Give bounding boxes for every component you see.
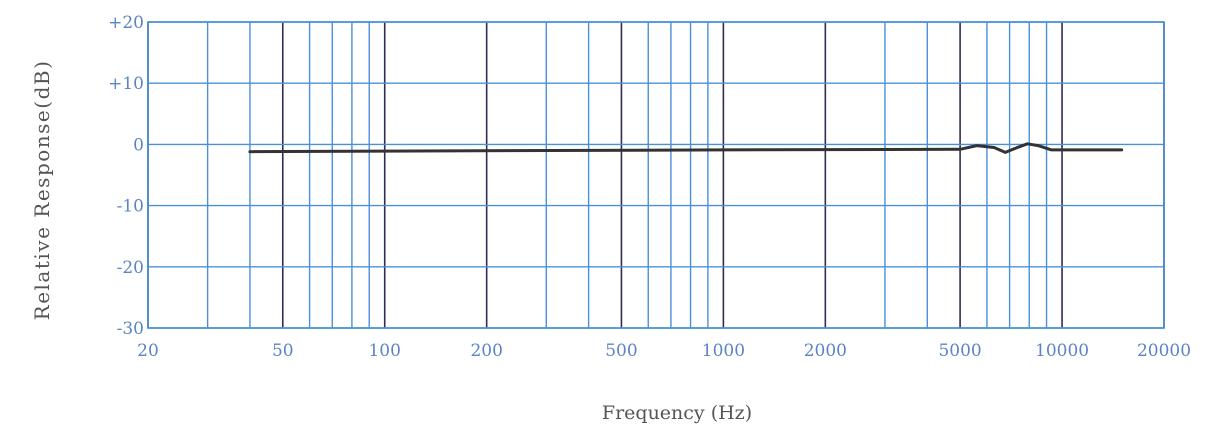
x-tick-label: 2000 — [804, 341, 847, 361]
x-tick-label: 500 — [605, 341, 637, 361]
x-tick-label: 10000 — [1035, 341, 1089, 361]
x-tick-label: 100 — [368, 341, 400, 361]
x-tick-label: 200 — [470, 341, 502, 361]
response-curve — [248, 142, 1124, 154]
x-tick-label: 20000 — [1137, 341, 1191, 361]
y-tick-labels: +20 +10 0 -10 -20 -30 — [108, 13, 144, 339]
x-tick-label: 50 — [272, 341, 294, 361]
y-tick-label: 0 — [133, 135, 144, 155]
x-tick-label: 5000 — [938, 341, 981, 361]
x-tick-label: 20 — [137, 341, 159, 361]
series-layer — [248, 142, 1124, 154]
y-tick-label: -10 — [117, 197, 144, 217]
y-tick-label: +20 — [108, 13, 144, 33]
plot-frame — [147, 21, 1165, 329]
grid — [147, 21, 1165, 329]
x-tick-label: 1000 — [702, 341, 745, 361]
y-tick-label: -20 — [117, 258, 144, 278]
y-tick-label: -30 — [117, 319, 144, 339]
y-axis-label: Relative Response(dB) — [30, 60, 54, 321]
x-axis-label: Frequency (Hz) — [602, 402, 752, 424]
y-tick-label: +10 — [108, 74, 144, 94]
x-tick-labels: 20 50 100 200 500 1000 2000 5000 10000 20000 — [137, 341, 1191, 361]
